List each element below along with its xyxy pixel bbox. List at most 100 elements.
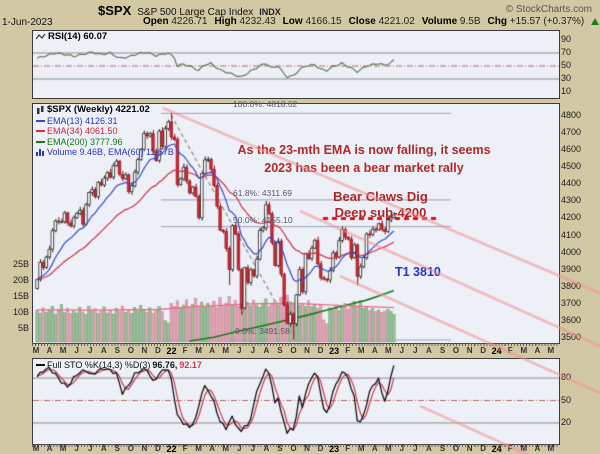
date-axis-label: J <box>87 444 93 453</box>
date-axis-label: N <box>466 346 473 355</box>
date-axis-label: F <box>182 444 188 453</box>
sto-d-value: 92.17 <box>179 360 202 370</box>
quote-chg: Chg +15.57 (+0.37%) <box>487 16 585 27</box>
volume-axis-label: 10B <box>12 307 29 317</box>
sto-legend-label: Full STO %K(14,3) %D(3) <box>47 360 151 370</box>
date-axis-label: M <box>547 346 555 355</box>
date-axis-label: M <box>222 444 230 453</box>
quote-open: Open 4226.71 <box>143 16 208 27</box>
stochastic-panel: Full STO %K(14,3) %D(3) 96.76, 92.17 <box>32 358 560 445</box>
date-axis-label: D <box>317 346 324 355</box>
date-axis-label: O <box>127 444 134 453</box>
annotation-bear-rally-line2: 2023 has been a bear market rally <box>264 161 464 175</box>
quote-volume: Volume 9.5B <box>421 16 481 27</box>
price-axis-label: 3900 <box>561 263 582 274</box>
volume-axis-label: 15B <box>12 291 29 301</box>
price-axis-label: 4600 <box>561 144 582 155</box>
price-axis-label: 3700 <box>561 297 582 308</box>
date-axis-label: S <box>114 346 120 355</box>
volume-axis-label: 20B <box>12 275 29 285</box>
date-axis-label: M <box>384 346 392 355</box>
date-axis-label: A <box>534 346 541 355</box>
price-axis-label: 4400 <box>561 178 582 189</box>
date-axis-label: M <box>547 444 555 453</box>
date-axis-label: M <box>195 346 202 355</box>
date-axis-label: J <box>74 444 79 453</box>
date-axis-label: J <box>399 346 405 355</box>
sto-k-line-swatch <box>36 364 45 367</box>
fib-0-label: 0.0%: 3491.58 <box>235 326 290 336</box>
date-axis-label: M <box>59 346 67 355</box>
date-axis-label: S <box>439 444 446 453</box>
date-axis-label: N <box>466 444 473 453</box>
date-axis-label: N <box>141 346 148 355</box>
price-axis-label: 4200 <box>561 212 582 223</box>
date-axis-label: J <box>413 346 418 355</box>
date-axis-label: J <box>237 346 242 355</box>
date-axis-label: D <box>480 346 487 355</box>
date-axis-label: O <box>452 444 460 453</box>
date-axis-label: A <box>209 444 216 453</box>
date-axis-label: M <box>222 346 230 355</box>
volume-legend: Volume 9.46B, EMA(60) 11.67B <box>47 147 174 157</box>
date-axis-label: N <box>304 346 310 355</box>
date-axis-label: A <box>100 346 107 355</box>
ema34-legend: EMA(34) 4061.50 <box>47 126 118 136</box>
date-axis-label: D <box>317 444 324 453</box>
ema34-line-swatch <box>36 130 45 133</box>
date-axis-label: M <box>520 346 528 355</box>
sto-axis-label: 50 <box>561 394 572 405</box>
change-up-arrow-icon <box>591 18 600 25</box>
quote-close: Close 4221.02 <box>348 16 415 27</box>
ema200-legend: EMA(200) 3777.96 <box>47 136 123 147</box>
date-axis-label: A <box>46 444 53 453</box>
date-axis-label: N <box>304 444 310 453</box>
candlestick-icon <box>37 105 44 114</box>
quote-high: High 4232.43 <box>214 16 276 27</box>
date-axis-label: J <box>87 346 93 355</box>
price-panel: $SPX (Weekly) 4221.02 EMA(13) 4126.31 EM… <box>32 99 560 344</box>
date-axis-label: A <box>534 444 541 453</box>
date-axis-label: M <box>32 346 40 355</box>
date-axis-label: S <box>277 444 283 453</box>
chart-date: 1-Jun-2023 <box>2 17 53 28</box>
date-axis-label: O <box>290 346 297 355</box>
rsi-legend: RSI(14) 60.07 <box>36 31 108 43</box>
date-axis-label: M <box>520 444 528 453</box>
sto-k-value: 96.76, <box>152 360 178 370</box>
rsi-axis-label: 90 <box>561 34 572 44</box>
date-axis-label: M <box>32 444 40 453</box>
quote-low: Low 4166.15 <box>282 16 342 27</box>
date-axis-label: F <box>507 346 513 355</box>
rsi-panel: RSI(14) 60.07 <box>32 30 560 99</box>
date-axis-label: D <box>480 444 487 453</box>
sto-axis-label: 20 <box>561 416 572 427</box>
price-axis-label: 4700 <box>561 127 582 138</box>
ema13-legend: EMA(13) 4126.31 <box>47 115 118 126</box>
rsi-axis-label: 70 <box>561 47 572 57</box>
date-axis-label: 24 <box>491 346 502 356</box>
fib-618-label: 61.8%: 4311.69 <box>233 188 292 198</box>
rsi-axis-label: 10 <box>561 86 572 96</box>
price-axis-label: 4800 <box>561 110 582 120</box>
date-axis-label: 24 <box>491 444 502 454</box>
date-axis-label: O <box>452 346 460 355</box>
date-axis-label: A <box>371 444 378 453</box>
annotation-bear-claws-line2: Deep sub-4200 <box>334 205 427 220</box>
date-axis-label: M <box>384 444 392 453</box>
date-axis-label: M <box>59 444 67 453</box>
price-axis-label: 4100 <box>561 229 582 240</box>
symbol: $SPX <box>98 3 132 18</box>
date-axis-label: J <box>250 346 256 355</box>
date-axis-label: S <box>114 444 120 453</box>
ema13-line-swatch <box>36 119 45 122</box>
date-axis-label: S <box>439 346 446 355</box>
rsi-legend-label: RSI(14) 60.07 <box>48 31 108 42</box>
price-axis-label: 4000 <box>561 246 582 257</box>
annotation-target-t1: T1 3810 <box>395 265 441 279</box>
date-axis-label: 23 <box>329 346 340 356</box>
sto-axis-label: 80 <box>561 372 572 383</box>
date-axis-label: F <box>345 346 351 355</box>
date-axis-label: N <box>141 444 148 453</box>
date-axis-label: A <box>426 444 432 453</box>
